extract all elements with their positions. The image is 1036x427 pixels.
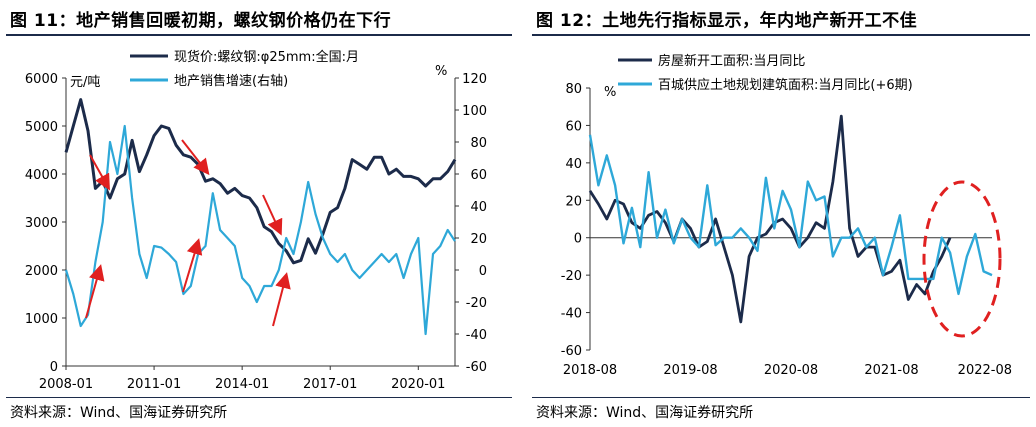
y-tick-label: 40 [565,157,582,172]
legend-label: 百城供应土地规划建筑面积:当月同比(+6期) [658,77,913,93]
y-right-tick-label: -40 [466,328,487,343]
right-figure: 图 12：土地先行指标显示，年内地产新开工不佳 -60 -40 -20 0 20 40 60… [526,0,1036,427]
y-right-tick-label: 40 [470,200,487,215]
left-axis-unit: 元/吨 [70,75,100,90]
y-tick-label: 60 [565,119,582,134]
y-right-tick-label: 0 [479,264,487,279]
new-starts-yoy-line [588,114,952,324]
y-right-tick-label: 100 [462,104,487,119]
y-tick-label: -20 [561,269,582,284]
right-axis-unit: % [435,64,447,79]
red-annotation-arrow [181,139,210,176]
y-tick-label: -40 [561,307,582,322]
x-tick-label: 2014-01 [215,377,269,392]
x-tick-label: 2008-01 [39,377,93,392]
red-annotation-arrow [85,264,105,319]
y-tick-label: 20 [565,194,582,209]
right-source-note: 资料来源：Wind、国海证券研究所 [536,405,754,421]
right-title-rule [532,34,1030,36]
rebar-price-line [64,98,457,265]
y-left-tick-label: 0 [50,360,58,375]
y-tick-label: 80 [565,82,582,97]
red-annotation-arrow [272,272,291,327]
legend-label: 房屋新开工面积:当月同比 [658,53,805,69]
x-tick-label: 2018-08 [563,363,617,378]
x-tick-label: 2021-08 [864,363,918,378]
y-axis-unit: % [604,85,616,100]
x-tick-label: 2020-08 [764,363,818,378]
left-title-rule [6,34,512,36]
x-tick-label: 2019-08 [663,363,717,378]
red-annotation-arrow [262,194,283,236]
red-annotation-arrow [89,154,110,191]
legend-label: 地产销售增速(右轴) [174,73,288,89]
x-tick-label: 2017-01 [303,377,357,392]
y-right-tick-label: 60 [470,168,487,183]
x-tick-label: 2022-08 [958,363,1012,378]
left-source-note: 资料来源：Wind、国海证券研究所 [10,405,228,421]
property-sales-growth-line [64,124,456,336]
y-right-tick-label: -60 [466,360,487,375]
right-figure-title: 图 12：土地先行指标显示，年内地产新开工不佳 [536,11,918,31]
steel-price-vs-sales-chart: 0 1000 2000 3000 4000 5000 6000 -60 -40 -20 0 20 40 6… [25,49,487,392]
y-right-tick-label: 20 [470,232,487,247]
y-tick-label: -60 [561,344,582,359]
highlight-dashed-ellipse [922,180,1002,338]
left-figure-title: 图 11：地产销售回暖初期，螺纹钢价格仍在下行 [10,11,392,31]
red-annotation-arrow [182,238,203,293]
y-left-tick-label: 6000 [25,72,58,87]
y-left-tick-label: 1000 [25,312,58,327]
y-left-tick-label: 4000 [25,168,58,183]
legend-label: 现货价:螺纹钢:φ25mm:全国:月 [174,49,359,65]
y-left-tick-label: 3000 [25,216,58,231]
y-right-tick-label: 120 [462,72,487,87]
y-right-tick-label: -20 [466,296,487,311]
left-figure: 图 11：地产销售回暖初期，螺纹钢价格仍在下行 0 1000 2000 3000 400… [6,11,512,421]
y-right-tick-label: 80 [470,136,487,151]
right-source-rule [532,397,1030,398]
x-tick-label: 2020-01 [391,377,445,392]
y-left-tick-label: 5000 [25,120,58,135]
x-tick-label: 2011-01 [127,377,181,392]
y-left-tick-label: 2000 [25,264,58,279]
y-tick-label: 0 [574,232,582,247]
land-supply-vs-new-starts-chart: -60 -40 -20 0 20 40 60 80 2018-08 2019-08 2020-08 2… [561,53,1012,378]
left-source-rule [6,397,512,398]
